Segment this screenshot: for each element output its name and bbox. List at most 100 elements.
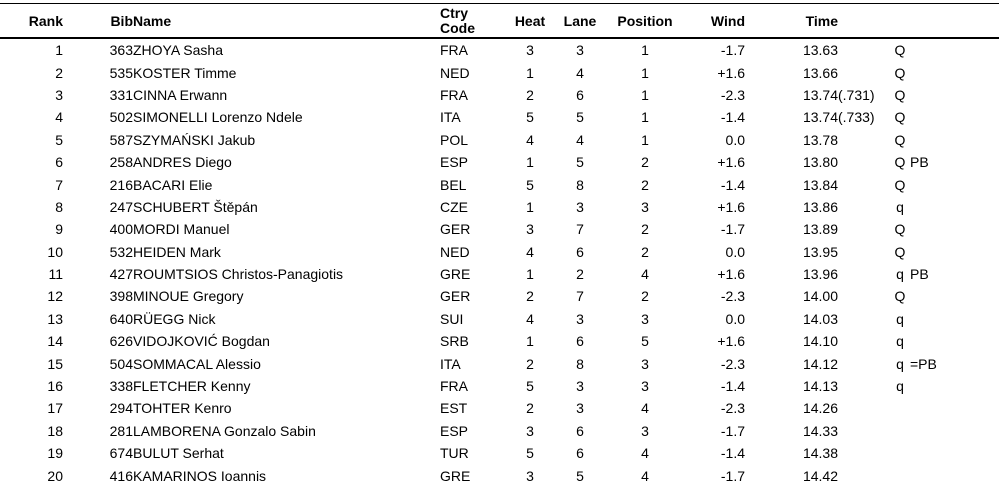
- lane-cell: 5: [576, 109, 584, 126]
- time-detail-cell: [838, 308, 890, 330]
- col-header-wind: Wind: [685, 3, 745, 39]
- heat-cell: 5: [526, 109, 534, 126]
- lane-cell: 3: [576, 42, 584, 59]
- result-row: 12 398 MINOUE Gregory GER 2 7 2 -2.3 14.…: [0, 285, 999, 307]
- rank-cell: 14: [47, 333, 63, 350]
- heat-cell: 1: [526, 198, 534, 215]
- qualification-cell: Q: [894, 64, 906, 81]
- qualification-cell: [890, 420, 910, 442]
- time-detail-cell: [838, 129, 890, 151]
- wind-cell: 0.0: [725, 310, 745, 327]
- time-detail-cell: (.733): [838, 109, 875, 126]
- position-cell: 1: [641, 131, 649, 148]
- time-cell: 14.03: [802, 310, 838, 327]
- record-note-cell: [910, 464, 999, 486]
- rank-cell: 6: [55, 154, 63, 171]
- qualification-cell: q: [896, 310, 904, 327]
- heat-cell: 3: [526, 42, 534, 59]
- result-row: 11 427 ROUMTSIOS Christos-Panagiotis GRE…: [0, 263, 999, 285]
- result-row: 17 294 TOHTER Kenro EST 2 3 4 -2.3 14.26: [0, 397, 999, 419]
- position-cell: 1: [641, 109, 649, 126]
- time-cell: 13.80: [802, 154, 838, 171]
- record-note-cell: [910, 196, 999, 218]
- time-detail-cell: [838, 38, 890, 61]
- time-cell: 14.38: [802, 445, 838, 462]
- heat-cell: 2: [526, 400, 534, 417]
- wind-cell: -2.3: [720, 288, 745, 305]
- time-cell: 13.74: [802, 86, 838, 103]
- record-note-cell: [910, 420, 999, 442]
- lane-cell: 3: [576, 310, 584, 327]
- time-detail-cell: [838, 61, 890, 83]
- athlete-name-cell: SIMONELLI Lorenzo Ndele: [133, 109, 303, 126]
- record-note-cell: [910, 285, 999, 307]
- position-cell: 5: [641, 333, 649, 350]
- record-note-cell: =PB: [910, 355, 937, 372]
- athlete-name-cell: ZHOYA Sasha: [133, 42, 224, 59]
- heat-cell: 3: [526, 221, 534, 238]
- heat-cell: 1: [526, 154, 534, 171]
- qualification-cell: Q: [894, 86, 906, 103]
- athlete-name-cell: MINOUE Gregory: [133, 288, 244, 305]
- qualification-cell: [890, 442, 910, 464]
- record-note-cell: [910, 173, 999, 195]
- time-detail-cell: [838, 420, 890, 442]
- time-cell: 13.86: [802, 198, 838, 215]
- country-code-cell: NED: [440, 243, 470, 260]
- rank-cell: 3: [55, 86, 63, 103]
- country-code-cell: FRA: [440, 378, 468, 395]
- athlete-name-cell: HEIDEN Mark: [133, 243, 221, 260]
- position-cell: 2: [641, 154, 649, 171]
- bib-cell: 400: [109, 221, 133, 238]
- qualification-cell: q: [896, 266, 904, 283]
- record-note-cell: PB: [910, 266, 929, 283]
- wind-cell: -2.3: [720, 400, 745, 417]
- wind-cell: +1.6: [717, 266, 745, 283]
- position-cell: 3: [641, 422, 649, 439]
- time-detail-cell: [838, 263, 890, 285]
- country-code-cell: CZE: [440, 198, 468, 215]
- athlete-name-cell: SOMMACAL Alessio: [133, 355, 261, 372]
- lane-cell: 6: [576, 86, 584, 103]
- athlete-name-cell: FLETCHER Kenny: [133, 378, 251, 395]
- position-cell: 3: [641, 378, 649, 395]
- country-code-cell: ESP: [440, 154, 469, 171]
- bib-cell: 258: [109, 154, 133, 171]
- lane-cell: 5: [576, 467, 584, 484]
- athlete-name-cell: LAMBORENA Gonzalo Sabin: [133, 422, 316, 439]
- record-note-cell: [910, 106, 999, 128]
- rank-cell: 20: [47, 467, 63, 484]
- qualification-cell: [890, 464, 910, 486]
- col-header-time: Time: [745, 3, 838, 39]
- heat-cell: 5: [526, 176, 534, 193]
- time-detail-cell: [838, 151, 890, 173]
- qualification-cell: Q: [894, 243, 906, 260]
- col-header-name: Name: [133, 3, 440, 39]
- heat-cell: 1: [526, 64, 534, 81]
- col-header-lane: Lane: [555, 3, 605, 39]
- country-code-cell: ITA: [440, 109, 461, 126]
- rank-cell: 11: [48, 266, 63, 283]
- heat-cell: 4: [526, 131, 534, 148]
- wind-cell: +1.6: [717, 154, 745, 171]
- heat-cell: 2: [526, 355, 534, 372]
- wind-cell: +1.6: [717, 198, 745, 215]
- bib-cell: 216: [109, 176, 133, 193]
- record-note-cell: [910, 218, 999, 240]
- time-detail-cell: [838, 397, 890, 419]
- time-cell: 14.33: [802, 422, 838, 439]
- col-header-heat: Heat: [505, 3, 555, 39]
- qualification-cell: Q: [894, 221, 906, 238]
- time-cell: 14.13: [802, 378, 838, 395]
- result-row: 7 216 BACARI Elie BEL 5 8 2 -1.4 13.84 Q: [0, 173, 999, 195]
- bib-cell: 532: [109, 243, 133, 260]
- rank-cell: 13: [47, 310, 63, 327]
- bib-cell: 502: [109, 109, 133, 126]
- bib-cell: 398: [109, 288, 133, 305]
- wind-cell: -2.3: [720, 86, 745, 103]
- rank-cell: 16: [47, 378, 63, 395]
- bib-cell: 626: [109, 333, 133, 350]
- rank-cell: 1: [55, 42, 63, 59]
- position-cell: 1: [641, 86, 649, 103]
